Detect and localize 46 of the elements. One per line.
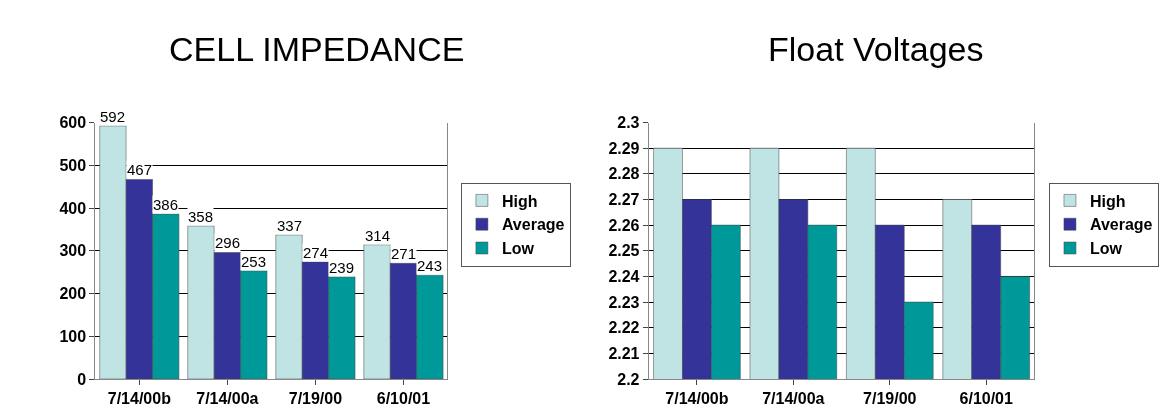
data-label: 467 bbox=[127, 161, 153, 178]
y-tick-label: 0 bbox=[77, 370, 87, 388]
y-tick-label: 2.2 bbox=[617, 370, 640, 388]
y-tick-label: 2.26 bbox=[608, 216, 640, 234]
chart-title: Float Voltages bbox=[768, 30, 984, 68]
x-tick-label: 7/19/00 bbox=[288, 390, 343, 408]
y-tick-label: 2.22 bbox=[608, 319, 640, 337]
legend-label: High bbox=[1089, 192, 1126, 210]
data-label: 337 bbox=[277, 217, 303, 234]
legend-label: Average bbox=[1089, 216, 1153, 234]
data-label: 314 bbox=[365, 227, 391, 244]
data-label: 386 bbox=[153, 196, 179, 213]
y-tick-label: 300 bbox=[59, 242, 87, 260]
legend-label: High bbox=[501, 192, 538, 210]
y-tick-label: 400 bbox=[59, 199, 87, 217]
data-label: 358 bbox=[188, 208, 214, 225]
y-tick-label: 2.3 bbox=[617, 114, 640, 132]
legend-label: Average bbox=[501, 216, 565, 234]
y-tick-label: 2.23 bbox=[608, 293, 640, 311]
data-label: 274 bbox=[303, 244, 329, 261]
x-tick-label: 7/19/00 bbox=[863, 390, 917, 408]
y-tick-label: 2.25 bbox=[608, 242, 640, 260]
y-tick-label: 2.24 bbox=[608, 268, 640, 286]
y-tick-label: 2.28 bbox=[608, 165, 640, 183]
y-tick-label: 2.29 bbox=[608, 139, 640, 157]
y-tick-label: 600 bbox=[59, 114, 87, 132]
y-tick-label: 2.21 bbox=[608, 344, 640, 362]
data-label: 253 bbox=[241, 253, 267, 270]
x-tick-label: 7/14/00a bbox=[762, 390, 825, 408]
data-label: 592 bbox=[100, 108, 126, 125]
x-tick-label: 7/14/00b bbox=[107, 390, 172, 408]
y-tick-label: 100 bbox=[59, 327, 87, 345]
y-tick-label: 200 bbox=[59, 285, 87, 303]
y-tick-label: 2.27 bbox=[608, 191, 640, 209]
x-tick-label: 7/14/00a bbox=[196, 390, 259, 408]
x-tick-label: 7/14/00b bbox=[665, 390, 729, 408]
chart-title: CELL IMPEDANCE bbox=[169, 30, 465, 68]
data-label: 271 bbox=[391, 245, 417, 262]
legend-label: Low bbox=[1089, 240, 1123, 258]
y-tick-label: 500 bbox=[59, 156, 87, 174]
x-tick-label: 6/10/01 bbox=[376, 390, 431, 408]
x-tick-label: 6/10/01 bbox=[959, 390, 1014, 408]
data-label: 296 bbox=[215, 234, 241, 251]
data-label: 243 bbox=[417, 257, 443, 274]
data-label: 239 bbox=[329, 259, 355, 276]
legend-label: Low bbox=[501, 240, 535, 258]
